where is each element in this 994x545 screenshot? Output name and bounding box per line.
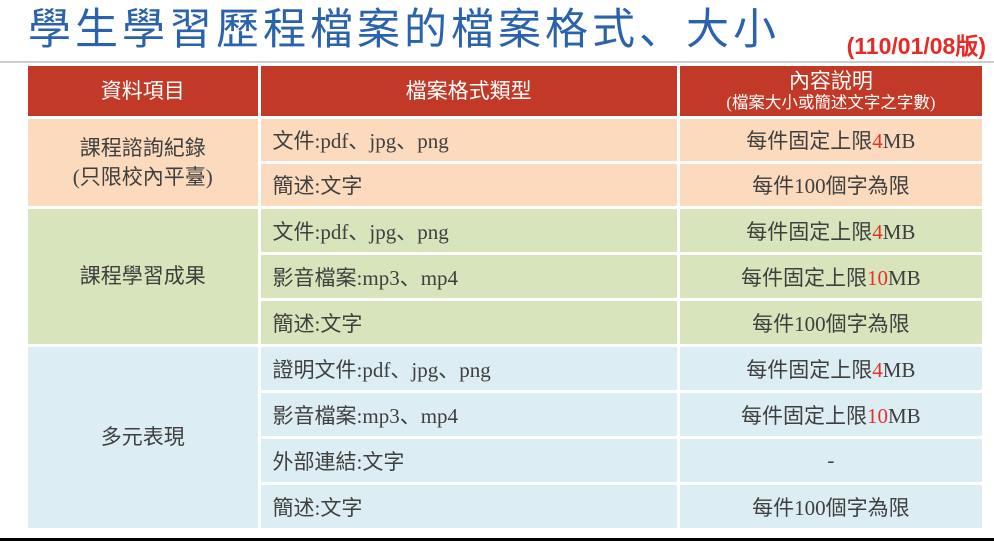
description-text: 每件固定上限: [746, 219, 873, 244]
header-row: 資料項目 檔案格式類型 內容說明 (檔案大小或簡述文字之字數): [25, 63, 986, 119]
column-header-label: 資料項目: [100, 78, 185, 103]
description-cell: 每件100個字為限: [676, 482, 986, 531]
format-cell: 影音檔案:mp3、mp4: [257, 390, 680, 439]
version-label: (110/01/08版): [846, 33, 986, 59]
description-text: 每件固定上限: [741, 265, 867, 290]
description-cell: 每件固定上限4MB: [676, 116, 986, 164]
format-cell: 影音檔案:mp3、mp4: [257, 252, 680, 301]
description-cell: 每件固定上限4MB: [676, 344, 986, 393]
column-header-description: 內容說明 (檔案大小或簡述文字之字數): [676, 63, 986, 119]
description-text: 每件固定上限: [746, 357, 873, 382]
bottom-rule: [0, 538, 994, 541]
column-header-label: 內容說明: [788, 69, 873, 94]
table-row: 課程學習成果 文件:pdf、jpg、png 每件固定上限4MB: [25, 206, 986, 347]
column-header-sublabel: (檔案大小或簡述文字之字數): [726, 92, 936, 112]
description-text: MB: [882, 357, 916, 382]
table-row: 影音檔案:mp3、mp4 每件固定上限10MB: [27, 252, 986, 301]
page-title: 學生學習歷程檔案的檔案格式、大小: [28, 6, 780, 54]
description-cell: 每件100個字為限: [676, 161, 986, 209]
category-cell: 課程諮詢紀錄 (只限校內平臺): [25, 116, 261, 209]
format-cell: 簡述:文字: [257, 161, 680, 209]
description-cell: -: [676, 436, 986, 485]
description-text: MB: [882, 219, 916, 244]
category-cell: 課程學習成果: [25, 206, 261, 347]
size-limit-value: 10: [867, 265, 888, 290]
category-line: 課程諮詢紀錄: [79, 136, 206, 161]
size-limit-value: 4: [872, 129, 883, 153]
size-limit-value: 10: [867, 403, 888, 428]
table-row: 簡述:文字 每件100個字為限: [27, 298, 986, 347]
category-line: 多元表現: [100, 425, 185, 450]
description-text: MB: [882, 129, 916, 153]
size-limit-value: 4: [872, 357, 883, 382]
category-line: (只限校內平臺): [72, 164, 213, 189]
format-cell: 證明文件:pdf、jpg、png: [257, 344, 680, 393]
format-cell: 文件:pdf、jpg、png: [257, 206, 680, 255]
category-line: 課程學習成果: [79, 264, 206, 289]
table-row: 簡述:文字 每件100個字為限: [27, 161, 986, 209]
table-body: 課程諮詢紀錄 (只限校內平臺) 文件:pdf、jpg、png 每件固定上限4MB 簡述:…: [25, 116, 986, 531]
description-cell: 每件100個字為限: [676, 298, 986, 347]
description-text: MB: [888, 265, 921, 290]
description-cell: 每件固定上限4MB: [676, 206, 986, 255]
format-cell: 簡述:文字: [257, 482, 680, 531]
table-row: 課程諮詢紀錄 (只限校內平臺) 文件:pdf、jpg、png 每件固定上限4MB: [25, 116, 986, 209]
description-cell: 每件固定上限10MB: [676, 252, 986, 301]
format-cell: 簡述:文字: [257, 298, 680, 347]
table-row: 多元表現 證明文件:pdf、jpg、png 每件固定上限4MB: [25, 344, 986, 531]
title-row: 學生學習歷程檔案的檔案格式、大小 (110/01/08版): [0, 0, 994, 61]
table-row: 簡述:文字 每件100個字為限: [27, 482, 986, 531]
description-cell: 每件固定上限10MB: [676, 390, 986, 439]
description-text: -: [827, 448, 835, 472]
column-header-label: 檔案格式類型: [405, 78, 532, 103]
description-text: 每件100個字為限: [752, 174, 910, 198]
title-divider: [0, 61, 994, 63]
table-row: 影音檔案:mp3、mp4 每件固定上限10MB: [27, 390, 986, 439]
file-format-table: 資料項目 檔案格式類型 內容說明 (檔案大小或簡述文字之字數) 課程諮詢紀錄 (只…: [25, 63, 986, 531]
description-text: 每件100個字為限: [752, 311, 910, 336]
format-cell: 文件:pdf、jpg、png: [257, 116, 680, 164]
description-text: 每件100個字為限: [752, 495, 910, 520]
category-cell: 多元表現: [25, 344, 261, 531]
description-text: MB: [888, 403, 921, 428]
format-cell: 外部連結:文字: [257, 436, 680, 485]
description-text: 每件固定上限: [741, 403, 867, 428]
table-header: 資料項目 檔案格式類型 內容說明 (檔案大小或簡述文字之字數): [25, 63, 986, 119]
table-row: 外部連結:文字 -: [27, 436, 986, 485]
column-header-item: 資料項目: [25, 63, 261, 119]
description-text: 每件固定上限: [746, 129, 873, 153]
column-header-format: 檔案格式類型: [257, 63, 680, 119]
size-limit-value: 4: [872, 219, 883, 244]
